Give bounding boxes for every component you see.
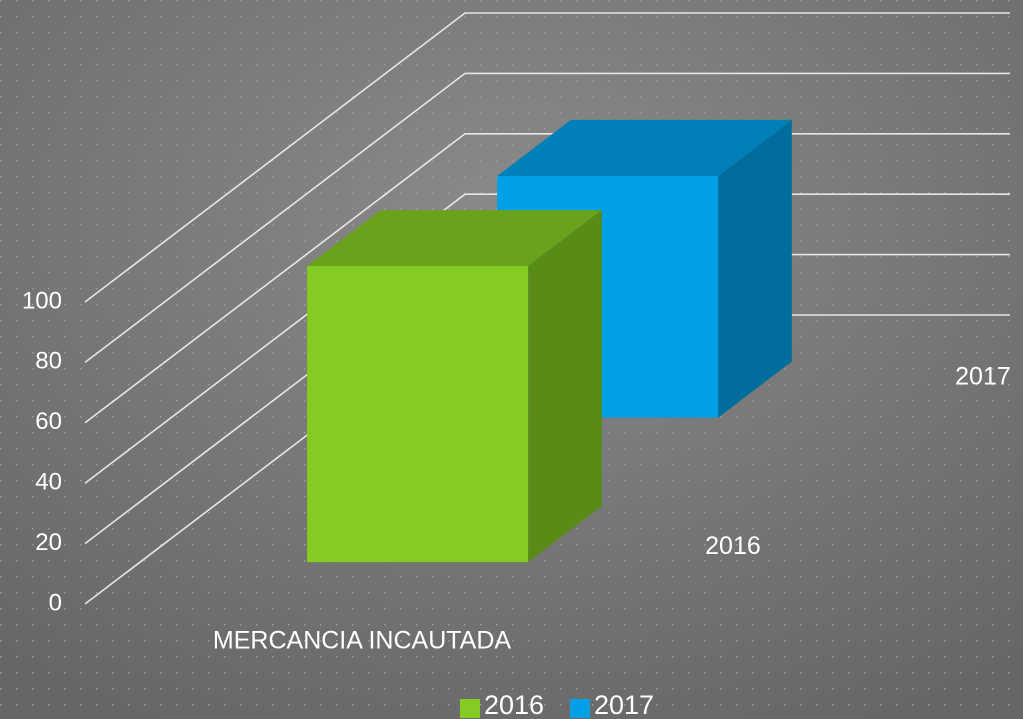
depth-label: 2016 bbox=[705, 532, 761, 560]
y-tick-label: 40 bbox=[35, 469, 62, 496]
grid-line bbox=[84, 193, 1010, 484]
bar-side bbox=[718, 119, 792, 418]
y-tick-label: 20 bbox=[35, 529, 62, 556]
bar-top bbox=[307, 210, 602, 267]
grid-line bbox=[84, 12, 1010, 303]
grid-line bbox=[84, 133, 1010, 424]
depth-label: 2017 bbox=[955, 363, 1011, 391]
y-tick-label: 100 bbox=[22, 287, 62, 314]
legend-swatch bbox=[570, 699, 590, 718]
legend-label: 2017 bbox=[594, 690, 654, 719]
legend-swatch bbox=[460, 699, 480, 718]
bar-top bbox=[497, 119, 792, 176]
legend-label: 2016 bbox=[484, 690, 544, 719]
grid-line bbox=[84, 72, 1010, 364]
y-tick-label: 80 bbox=[35, 348, 62, 375]
bar-side bbox=[528, 210, 602, 563]
bar bbox=[307, 266, 529, 563]
x-tick-label: MERCANCIA INCAUTADA bbox=[213, 627, 512, 655]
y-tick-label: 0 bbox=[49, 589, 62, 616]
y-tick-label: 60 bbox=[35, 408, 62, 435]
